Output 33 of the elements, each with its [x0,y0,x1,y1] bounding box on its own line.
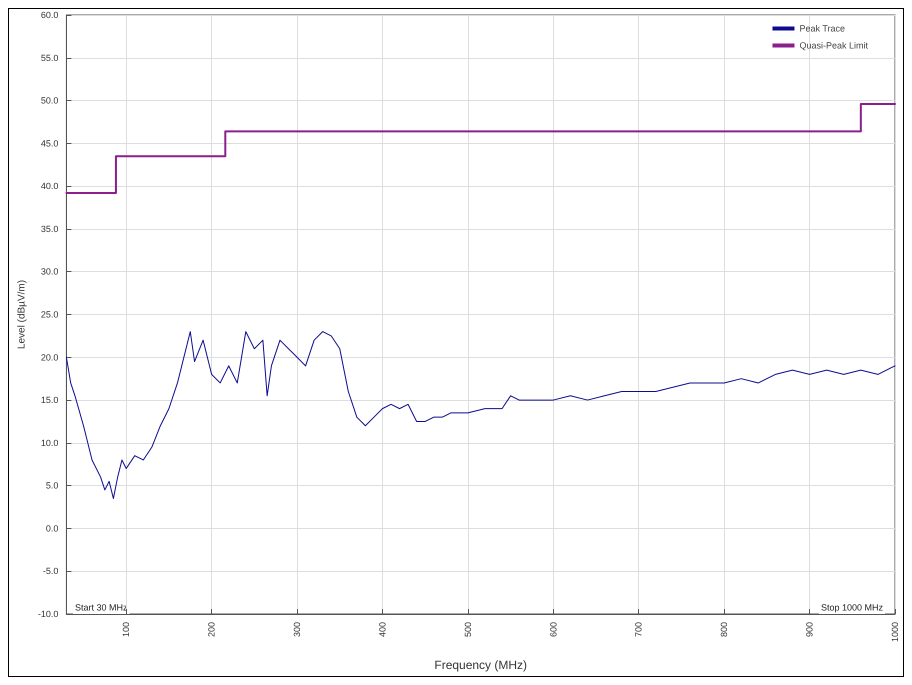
annotation: Start 30 MHz [75,602,128,612]
x-tick-label: 800 [719,622,730,638]
y-tick-label: 35.0 [40,224,58,234]
legend-label: Quasi-Peak Limit [799,40,868,50]
y-tick-label: 10.0 [40,438,58,448]
y-tick-label: 50.0 [40,96,58,106]
y-tick-label: 30.0 [40,266,58,277]
y-tick-label: 55.0 [40,52,58,63]
x-tick-label: 100 [121,622,132,638]
x-tick-label: 600 [548,622,558,638]
x-tick-label: 500 [462,622,473,638]
y-tick-label: 20.0 [40,352,58,362]
y-tick-label: -10.0 [38,609,58,619]
x-tick-label: 400 [377,622,388,638]
line-series [65,102,896,194]
y-tick-label: -5.0 [42,566,58,576]
y-tick-label: 5.0 [46,480,58,491]
y-tick-label: 60.0 [40,10,58,20]
y-tick-label: 45.0 [40,138,58,148]
x-tick-label: 1000 [890,622,900,642]
x-axis-title: Frequency (MHz) [434,658,528,672]
y-axis-title: Level (dBµV/m) [16,280,28,350]
y-tick-label: 40.0 [40,181,58,192]
y-tick-label: 25.0 [40,310,58,320]
x-tick-label: 300 [292,622,302,638]
y-tick-label: 0.0 [46,523,58,534]
y-tick-label: 15.0 [40,395,58,406]
x-tick-label: 200 [206,622,217,638]
line-series [66,331,896,499]
x-tick-label: 700 [634,622,644,638]
x-tick-label: 900 [804,622,815,638]
annotation: Stop 1000 MHz [820,602,884,612]
legend-label: Peak Trace [799,24,846,34]
